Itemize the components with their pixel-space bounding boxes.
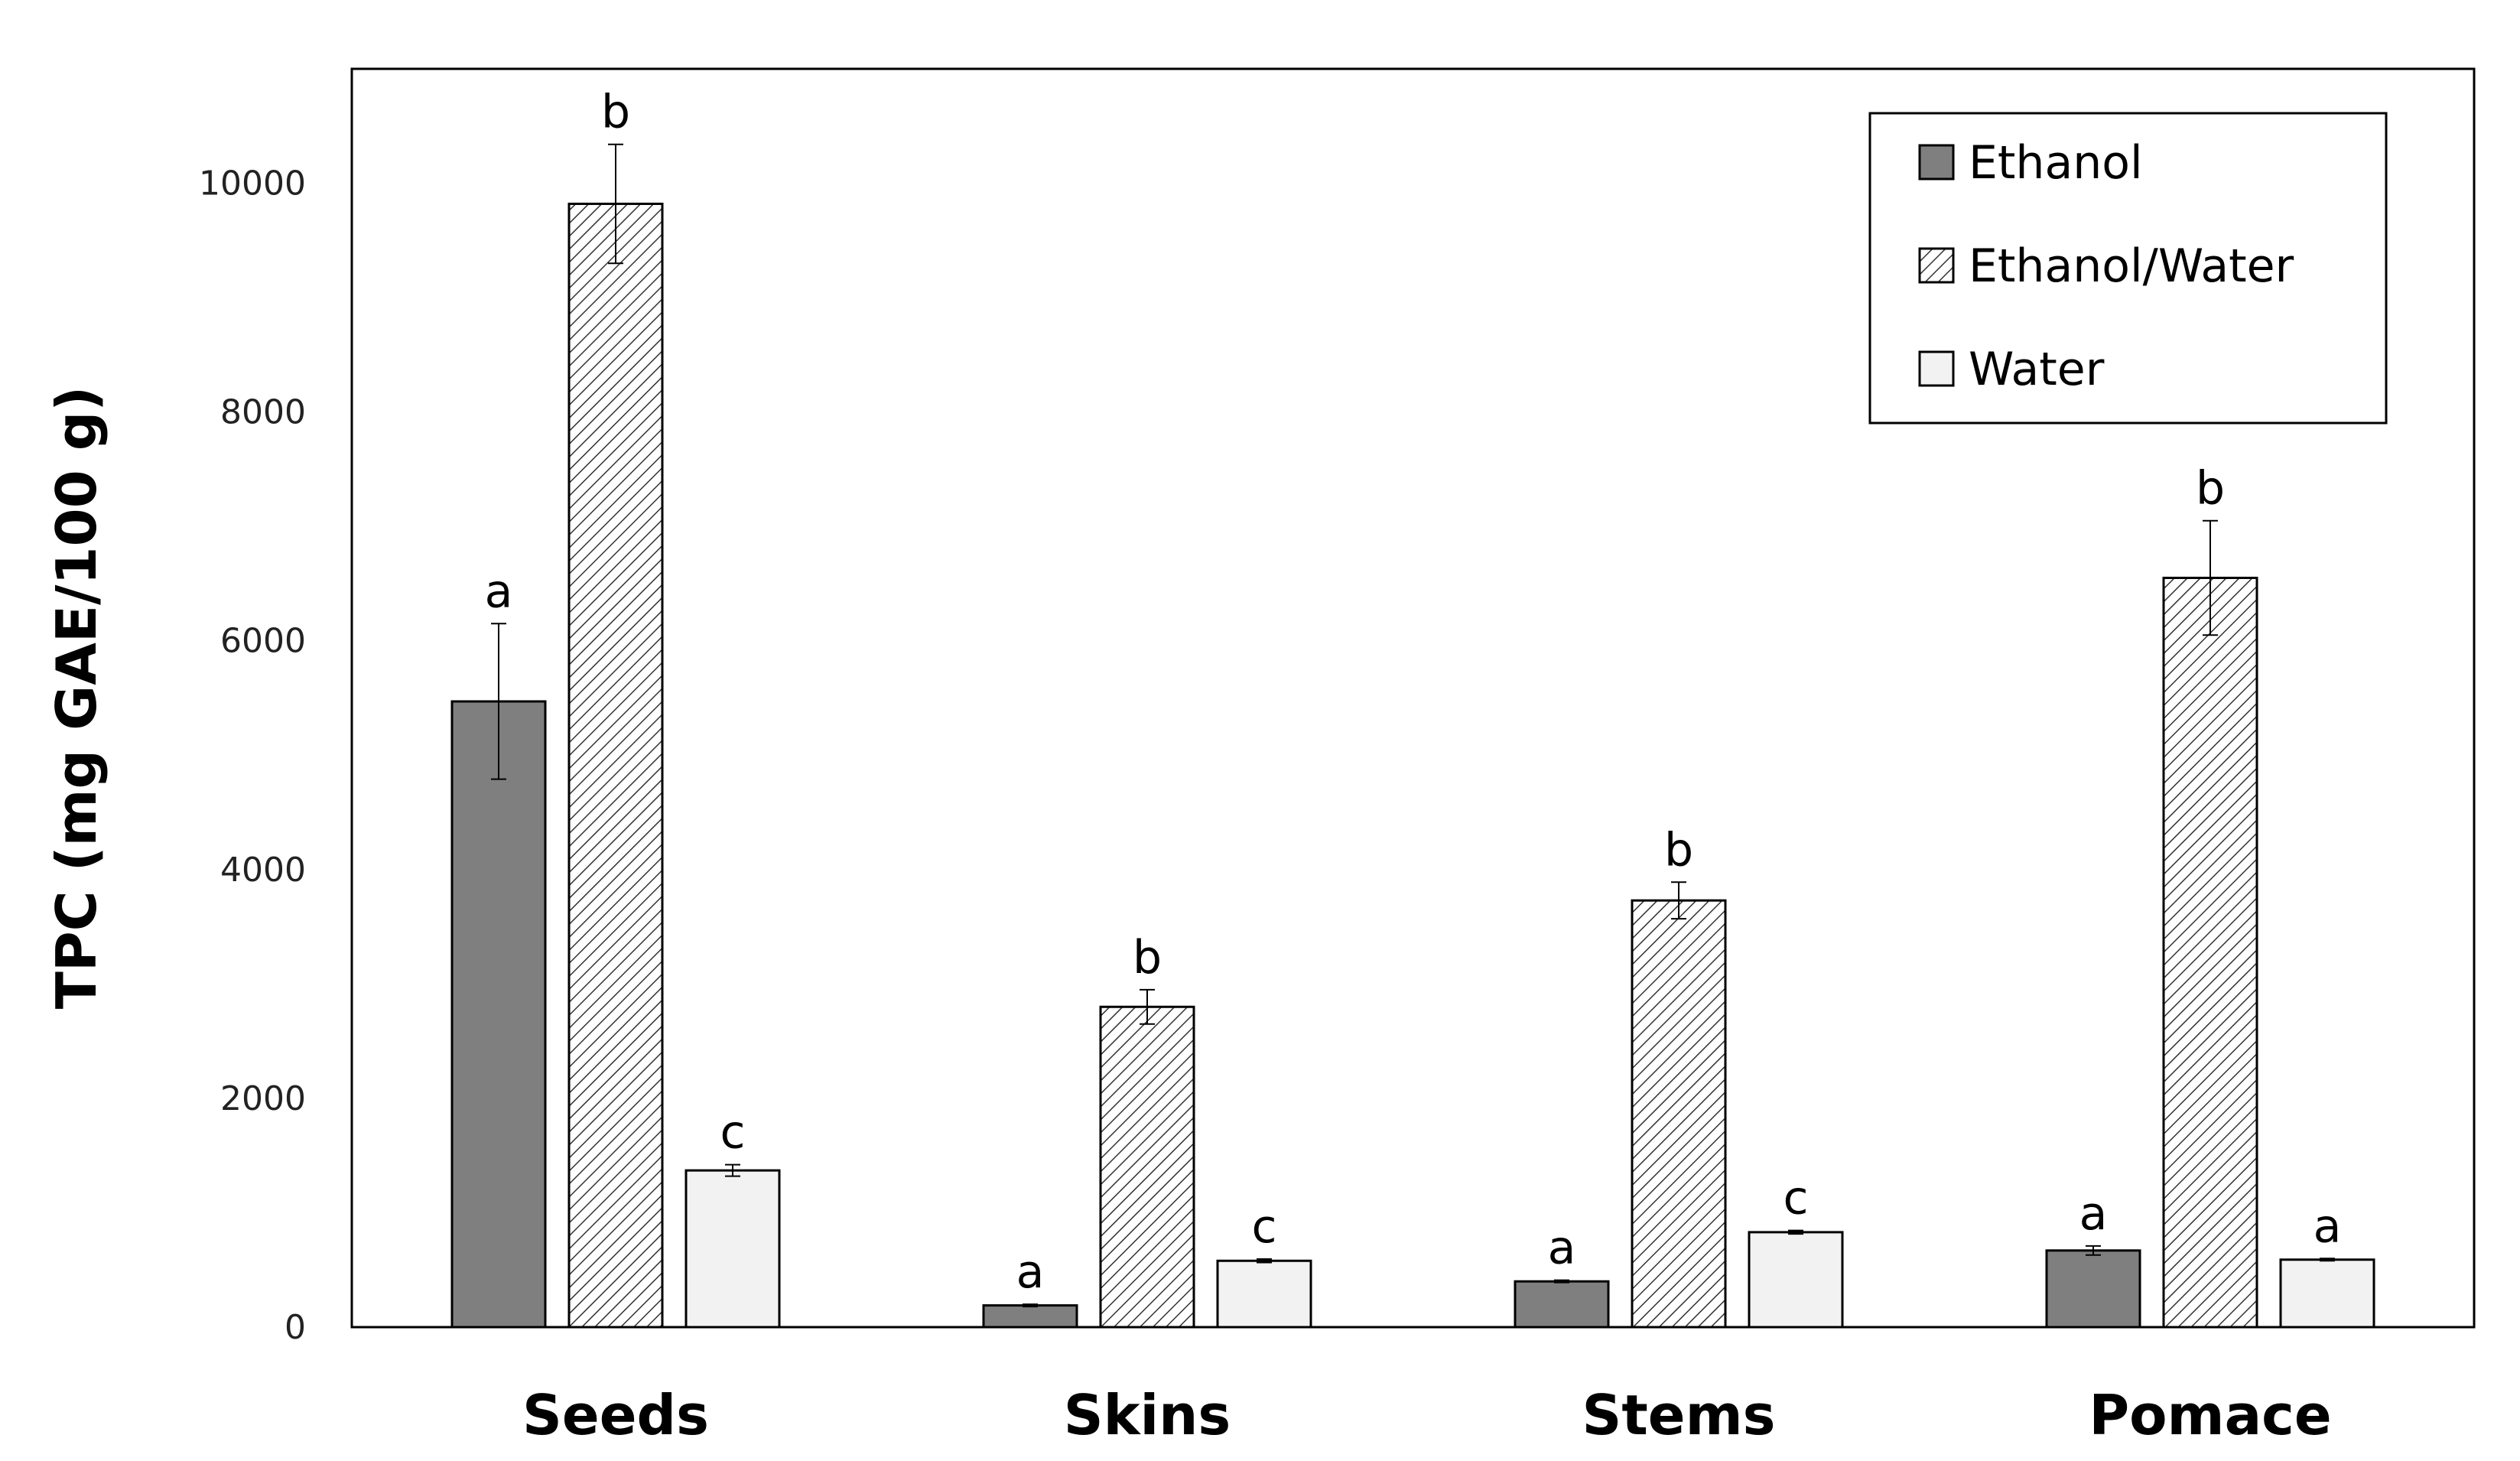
error-bars (491, 143, 2335, 1308)
x-category-label: Stems (1582, 1383, 1776, 1447)
bar-skins-water (1216, 1259, 1312, 1329)
y-tick-label: 0 (285, 1308, 306, 1347)
bar-pomace-water (2279, 1258, 2375, 1329)
bar-pomace-ethanol-water (2162, 576, 2258, 1329)
significance-letter: a (485, 565, 513, 618)
y-tick-label: 10000 (199, 164, 306, 203)
legend-label: Water (1969, 343, 2105, 396)
significance-letters: a b c a b c a b c a b a (485, 86, 2342, 1299)
significance-letter: b (601, 86, 630, 139)
bar-stems-ethanol (1514, 1280, 1610, 1329)
legend-frame (1868, 112, 2388, 425)
significance-letter: c (1784, 1172, 1809, 1225)
bar-stems-water (1748, 1231, 1844, 1329)
significance-letter: a (1016, 1245, 1045, 1299)
x-axis-category-labels: Seeds Skins Stems Pomace (522, 1383, 2332, 1447)
significance-letter: b (2196, 462, 2225, 516)
significance-letter: a (1548, 1222, 1576, 1275)
significance-letter: b (1664, 823, 1693, 877)
y-axis-ticks: 0 2000 4000 6000 8000 10000 (199, 164, 306, 1347)
legend-label: Ethanol (1969, 136, 2143, 190)
y-tick-label: 8000 (220, 393, 306, 432)
significance-letter: c (720, 1106, 746, 1160)
y-tick-label: 6000 (220, 622, 306, 661)
bar-pomace-ethanol (2045, 1249, 2141, 1329)
y-axis-label: TPC (mg GAE/100 g) (44, 386, 109, 1009)
legend-swatch-water (1918, 350, 1955, 387)
bar-skins-ethanol (982, 1304, 1078, 1329)
legend-swatch-ethanol (1918, 144, 1955, 181)
legend: Ethanol Ethanol/Water Water (1868, 112, 2388, 425)
bar-stems-ethanol-water (1631, 899, 1727, 1329)
bar-skins-ethanol-water (1099, 1005, 1195, 1329)
legend-swatch-ethanol-water (1918, 247, 1955, 284)
significance-letter: a (2314, 1199, 2342, 1253)
x-category-label: Pomace (2089, 1383, 2331, 1447)
y-tick-label: 4000 (220, 851, 306, 890)
significance-letter: b (1133, 931, 1162, 984)
x-category-label: Skins (1064, 1383, 1231, 1447)
y-tick-label: 2000 (220, 1079, 306, 1118)
significance-letter: c (1252, 1200, 1277, 1254)
significance-letter: a (2079, 1187, 2108, 1241)
x-category-label: Seeds (522, 1383, 709, 1447)
bar-seeds-ethanol-water (567, 202, 664, 1329)
bar-seeds-ethanol (450, 700, 547, 1329)
bar-seeds-water (684, 1169, 781, 1329)
legend-label: Ethanol/Water (1969, 239, 2294, 293)
